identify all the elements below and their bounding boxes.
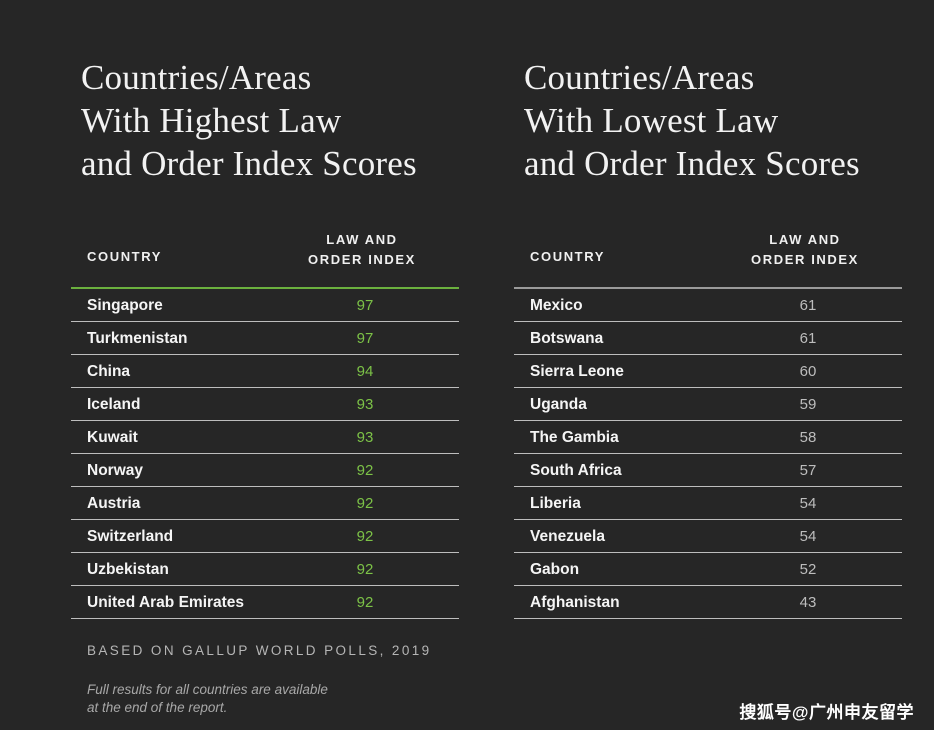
highest-index-value-cell: 97 (356, 330, 374, 347)
highest-table-row: Turkmenistan 97 (71, 322, 459, 355)
lowest-table-panel: Countries/Areas With Lowest Law and Orde… (514, 56, 902, 619)
highest-country-cell: Singapore (87, 297, 163, 314)
lowest-table-row: Venezuela 54 (514, 520, 902, 553)
lowest-index-column-header: LAW AND ORDER INDEX (751, 232, 859, 267)
lowest-index-value-cell: 58 (799, 429, 817, 446)
highest-country-cell: Switzerland (87, 528, 174, 545)
lowest-table-header: COUNTRY LAW AND ORDER INDEX (514, 229, 902, 289)
highest-index-value-cell: 92 (356, 528, 374, 545)
highest-table-panel: Countries/Areas With Highest Law and Ord… (71, 56, 459, 619)
source-note: BASED ON GALLUP WORLD POLLS, 2019 (87, 643, 432, 658)
highest-table-row: Uzbekistan 92 (71, 553, 459, 586)
lowest-country-cell: Afghanistan (530, 594, 620, 611)
highest-table-row: Iceland 93 (71, 388, 459, 421)
highest-index-value-cell: 93 (356, 429, 374, 446)
lowest-index-value-cell: 61 (799, 330, 817, 347)
lowest-index-value-cell: 43 (799, 594, 817, 611)
report-note: Full results for all countries are avail… (87, 682, 328, 715)
lowest-table-row: Sierra Leone 60 (514, 355, 902, 388)
highest-table-row: Austria 92 (71, 487, 459, 520)
lowest-country-cell: Uganda (530, 396, 587, 413)
lowest-index-value-cell: 54 (799, 528, 817, 545)
highest-index-column-header: LAW AND ORDER INDEX (308, 232, 416, 267)
lowest-index-value-cell: 61 (799, 297, 817, 314)
highest-country-cell: Turkmenistan (87, 330, 188, 347)
lowest-country-cell: South Africa (530, 462, 622, 479)
lowest-country-cell: Sierra Leone (530, 363, 624, 380)
highest-country-cell: Kuwait (87, 429, 138, 446)
highest-index-value-cell: 92 (356, 462, 374, 479)
lowest-country-cell: Botswana (530, 330, 604, 347)
highest-country-column-header: COUNTRY (87, 249, 162, 264)
lowest-table-row: South Africa 57 (514, 454, 902, 487)
lowest-country-cell: Venezuela (530, 528, 605, 545)
lowest-index-value-cell: 59 (799, 396, 817, 413)
highest-country-cell: Norway (87, 462, 143, 479)
highest-table-body: Singapore 97 Turkmenistan 97 China 94 Iceland 9… (71, 289, 459, 619)
highest-index-value-cell: 93 (356, 396, 374, 413)
lowest-index-value-cell: 52 (799, 561, 817, 578)
lowest-country-cell: The Gambia (530, 429, 619, 446)
lowest-country-cell: Liberia (530, 495, 581, 512)
highest-country-cell: China (87, 363, 131, 380)
highest-country-cell: United Arab Emirates (87, 594, 245, 611)
lowest-country-cell: Gabon (530, 561, 580, 578)
lowest-country-cell: Mexico (530, 297, 583, 314)
highest-table-header: COUNTRY LAW AND ORDER INDEX (71, 229, 459, 289)
lowest-index-value-cell: 60 (799, 363, 817, 380)
lowest-table-row: Gabon 52 (514, 553, 902, 586)
lowest-table-row: Uganda 59 (514, 388, 902, 421)
highest-table-row: Norway 92 (71, 454, 459, 487)
lowest-table-row: The Gambia 58 (514, 421, 902, 454)
highest-table-title: Countries/Areas With Highest Law and Ord… (81, 58, 417, 183)
lowest-table-row: Mexico 61 (514, 289, 902, 322)
lowest-table-title: Countries/Areas With Lowest Law and Orde… (524, 58, 860, 183)
lowest-index-value-cell: 54 (799, 495, 817, 512)
highest-index-value-cell: 92 (356, 594, 374, 611)
lowest-table-row: Afghanistan 43 (514, 586, 902, 619)
watermark-text: 搜狐号@广州申友留学 (739, 703, 914, 722)
highest-country-cell: Austria (87, 495, 141, 512)
lowest-table-body: Mexico 61 Botswana 61 Sierra Leone 60 Uganda 59… (514, 289, 902, 619)
highest-index-value-cell: 92 (356, 495, 374, 512)
highest-index-value-cell: 94 (356, 363, 374, 380)
highest-country-cell: Uzbekistan (87, 561, 169, 578)
highest-index-value-cell: 97 (356, 297, 374, 314)
highest-index-value-cell: 92 (356, 561, 374, 578)
highest-table-row: Singapore 97 (71, 289, 459, 322)
lowest-table-row: Liberia 54 (514, 487, 902, 520)
highest-country-cell: Iceland (87, 396, 141, 413)
lowest-table-row: Botswana 61 (514, 322, 902, 355)
highest-table-row: Kuwait 93 (71, 421, 459, 454)
highest-table-row: China 94 (71, 355, 459, 388)
highest-table-row: United Arab Emirates 92 (71, 586, 459, 619)
lowest-index-value-cell: 57 (799, 462, 817, 479)
lowest-country-column-header: COUNTRY (530, 249, 605, 264)
highest-table-row: Switzerland 92 (71, 520, 459, 553)
